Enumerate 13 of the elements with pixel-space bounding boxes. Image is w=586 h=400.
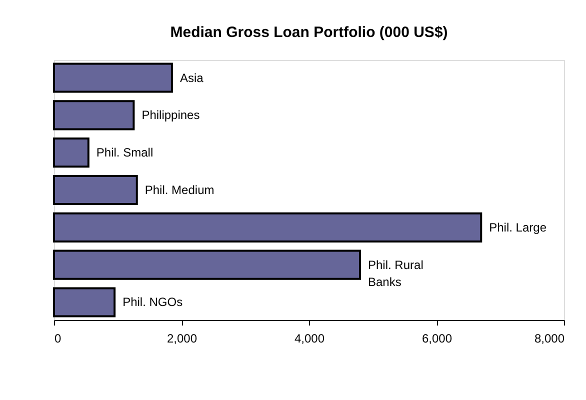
y-tick-label: Phil. Rural Banks xyxy=(368,258,424,289)
y-tick-label: Phil. Large xyxy=(489,220,547,234)
x-tick-label: 4,000 xyxy=(294,332,325,346)
y-tick-label: Phil. Small xyxy=(96,146,154,160)
y-tick-label: Philippines xyxy=(142,108,200,122)
x-tick-label: 8,000 xyxy=(534,332,565,346)
x-tick-label: 2,000 xyxy=(166,332,198,346)
y-tick-label: Asia xyxy=(180,70,204,85)
chart-title: Median Gross Loan Portfolio (000 US$) xyxy=(170,24,448,41)
x-tick-label: 0 xyxy=(54,332,62,346)
y-tick-label: Phil. Medium xyxy=(144,183,214,197)
y-tick-label: Phil. NGOs xyxy=(122,295,183,310)
x-tick-label: 6,000 xyxy=(422,332,452,346)
